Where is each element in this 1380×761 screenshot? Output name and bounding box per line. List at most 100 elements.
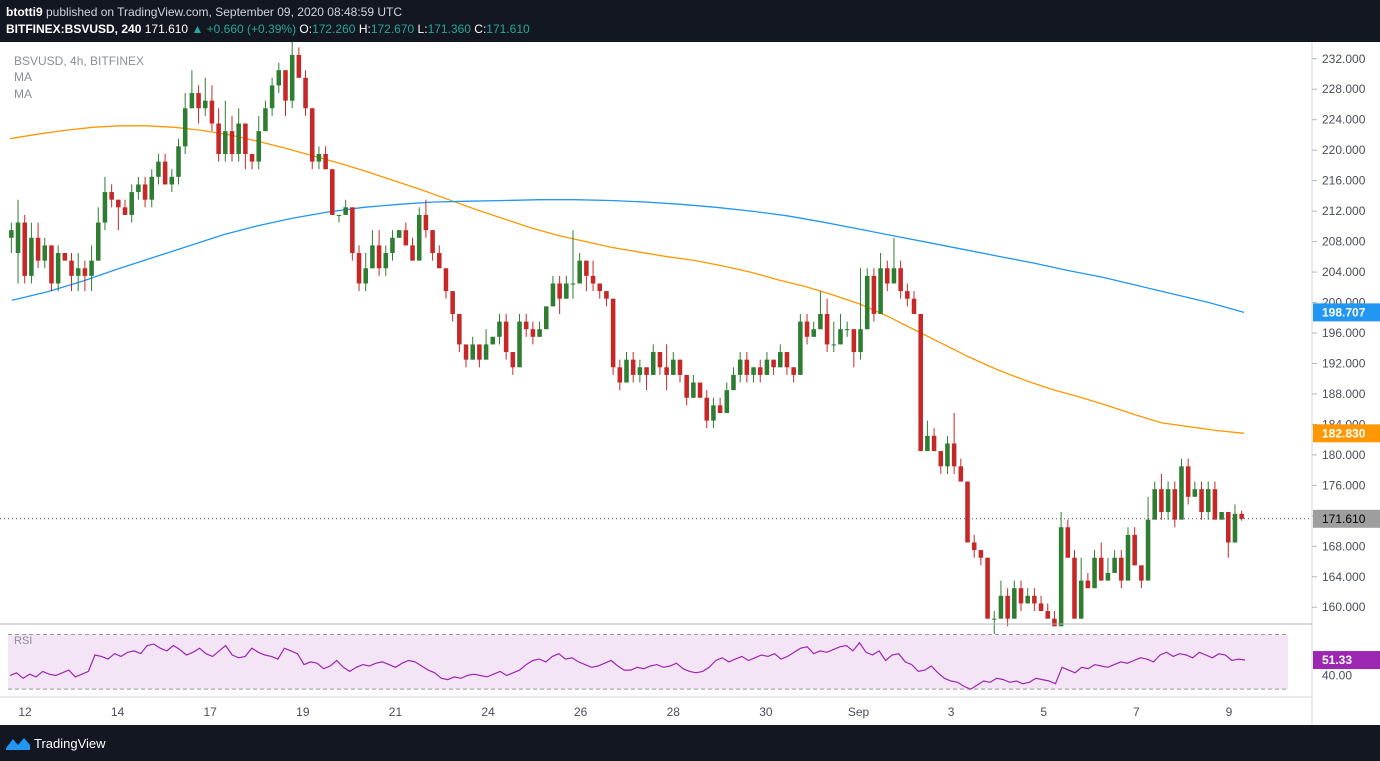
y-tick-label: 232.000	[1322, 52, 1366, 66]
candle	[1172, 481, 1178, 528]
candle	[249, 153, 255, 170]
candle	[116, 199, 121, 231]
candle	[356, 245, 362, 292]
candle	[390, 230, 395, 261]
candle	[704, 390, 710, 429]
candle	[55, 245, 61, 292]
candle	[396, 230, 402, 238]
candle	[1025, 588, 1030, 604]
candle	[557, 275, 562, 314]
candle	[1018, 580, 1024, 612]
candle	[1185, 458, 1191, 505]
candle	[437, 245, 442, 269]
candle	[604, 291, 609, 307]
candle	[443, 268, 449, 299]
candle	[764, 352, 770, 375]
candle	[1065, 519, 1071, 558]
current-price: 171.610	[144, 22, 189, 36]
x-tick-label: 26	[574, 705, 588, 719]
candle	[905, 283, 910, 307]
legend-rsi[interactable]: RSI	[14, 635, 32, 647]
candle	[911, 291, 917, 314]
candle	[22, 214, 27, 284]
published-text: published on TradingView.com, September …	[46, 5, 403, 19]
candle	[29, 222, 34, 284]
candle	[416, 207, 422, 261]
y-tick-label: 208.000	[1322, 235, 1366, 249]
candle	[256, 115, 262, 170]
candle	[1212, 481, 1218, 520]
candle	[617, 359, 623, 391]
candle	[697, 382, 703, 398]
candle	[276, 62, 282, 94]
candle	[630, 352, 636, 383]
candle	[1179, 458, 1184, 520]
candle	[1078, 557, 1084, 619]
brand-name[interactable]: TradingView	[34, 736, 106, 751]
y-tick-label: 176.000	[1322, 478, 1366, 492]
candle	[323, 146, 328, 170]
candle	[176, 138, 181, 185]
candle	[965, 481, 970, 543]
x-tick-label: 30	[759, 705, 773, 719]
candle	[610, 298, 616, 375]
candle	[1152, 481, 1158, 520]
candle	[757, 359, 763, 383]
x-tick-label: 28	[667, 705, 681, 719]
candle	[149, 169, 155, 208]
candle	[731, 367, 736, 391]
legend-ma-2[interactable]: MA	[14, 87, 32, 101]
ma-value-label: 182.830	[1322, 426, 1366, 440]
candle	[771, 359, 776, 375]
candle	[1098, 542, 1104, 581]
candle	[182, 93, 188, 154]
candle	[724, 382, 730, 413]
candle	[1092, 550, 1097, 589]
candle	[463, 344, 469, 368]
candle	[95, 207, 101, 261]
candle	[430, 230, 435, 261]
price-chart[interactable]: 232.000 228.000 224.000 220.000 216.000 212.0…	[0, 42, 1380, 725]
x-tick-label: 7	[1133, 705, 1140, 719]
candle	[89, 245, 94, 292]
candle	[477, 344, 482, 368]
candle	[343, 199, 348, 215]
y-tick-label: 160.000	[1322, 600, 1366, 614]
x-tick-label: 17	[204, 705, 218, 719]
legend-ma-1[interactable]: MA	[14, 70, 32, 84]
candle	[737, 352, 743, 383]
rsi-band	[8, 634, 1288, 690]
close-label: C:	[474, 22, 487, 36]
candle	[931, 428, 937, 452]
candle	[597, 283, 603, 299]
candle	[383, 245, 389, 276]
candle	[82, 260, 88, 292]
candle	[316, 146, 322, 170]
candle	[49, 245, 54, 292]
candle	[550, 275, 556, 307]
candle	[811, 321, 816, 337]
candle	[898, 260, 903, 299]
candle	[570, 230, 576, 299]
candle	[283, 70, 288, 116]
candle	[136, 176, 141, 200]
author-name[interactable]: btotti9	[6, 5, 43, 19]
ma-value-label: 198.707	[1322, 305, 1366, 319]
candle	[884, 260, 890, 292]
candle	[109, 184, 114, 208]
ma-orange-line	[9, 125, 1245, 434]
tradingview-logo-icon[interactable]	[6, 736, 30, 750]
candle	[75, 253, 81, 292]
candle	[450, 291, 455, 322]
candle	[1012, 580, 1017, 619]
candle	[470, 336, 475, 360]
candle	[483, 329, 489, 360]
y-tick-label: 212.000	[1322, 204, 1366, 218]
candle	[490, 336, 496, 345]
y-tick-label: 188.000	[1322, 387, 1366, 401]
y-tick-label: 204.000	[1322, 265, 1366, 279]
ma-value-tag	[1313, 424, 1380, 443]
candle	[798, 313, 803, 375]
candle	[878, 253, 883, 314]
candle	[102, 176, 108, 231]
